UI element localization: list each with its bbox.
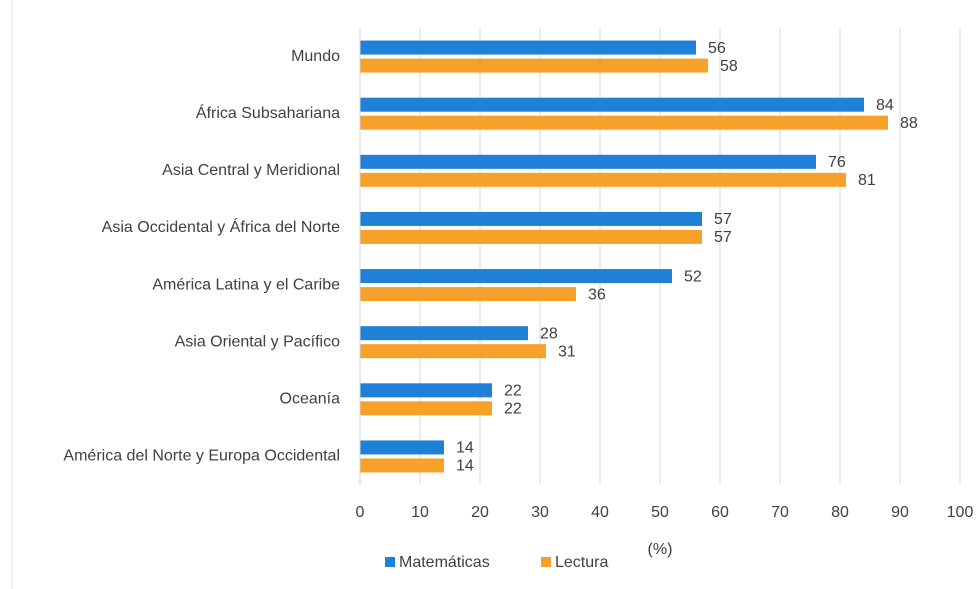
y-tick-label: Asia Occidental y África del Norte <box>102 217 340 236</box>
data-label: 31 <box>558 343 576 360</box>
x-tick-label: 30 <box>531 504 549 521</box>
data-label: 56 <box>708 40 726 57</box>
bar <box>360 287 576 302</box>
x-tick-label: 10 <box>411 504 429 521</box>
bar <box>360 344 546 359</box>
y-tick-label: África Subsahariana <box>196 103 340 122</box>
data-label: 22 <box>504 383 522 400</box>
data-label: 57 <box>714 211 732 228</box>
x-tick-label: 50 <box>651 504 669 521</box>
x-tick-label: 40 <box>591 504 609 521</box>
y-tick-label: Oceanía <box>280 391 341 408</box>
data-label: 76 <box>828 154 846 171</box>
data-label: 84 <box>876 97 894 114</box>
bar <box>360 40 696 55</box>
data-label: 36 <box>588 286 606 303</box>
data-label: 14 <box>456 458 474 475</box>
bar <box>360 229 702 244</box>
x-tick-label: 90 <box>891 504 909 521</box>
bar <box>360 58 708 73</box>
data-label: 22 <box>504 401 522 418</box>
x-tick-label: 0 <box>356 504 365 521</box>
x-tick-label: 60 <box>711 504 729 521</box>
y-tick-label: Mundo <box>291 48 340 65</box>
legend-swatch <box>385 557 395 567</box>
data-label: 52 <box>684 268 702 285</box>
bar <box>360 458 444 473</box>
bar <box>360 401 492 416</box>
data-label: 14 <box>456 440 474 457</box>
y-tick-label: Asia Central y Meridional <box>162 162 340 179</box>
bar <box>360 440 444 455</box>
data-label: 88 <box>900 115 918 132</box>
x-axis-label: (%) <box>648 541 673 558</box>
data-label: 57 <box>714 229 732 246</box>
bar <box>360 97 864 112</box>
bar <box>360 115 888 130</box>
bar <box>360 383 492 398</box>
bar <box>360 269 672 284</box>
legend-label: Lectura <box>555 554 608 571</box>
bar <box>360 211 702 226</box>
y-tick-label: América Latina y el Caribe <box>152 276 340 293</box>
x-tick-label: 100 <box>947 504 974 521</box>
data-label: 28 <box>540 325 558 342</box>
x-tick-label: 20 <box>471 504 489 521</box>
legend-label: Matemáticas <box>399 554 490 571</box>
x-tick-label: 80 <box>831 504 849 521</box>
bar <box>360 154 816 169</box>
y-tick-label: Asia Oriental y Pacífico <box>175 333 341 350</box>
y-tick-label: América del Norte y Europa Occidental <box>63 448 340 465</box>
x-tick-label: 70 <box>771 504 789 521</box>
data-label: 81 <box>858 172 876 189</box>
data-label: 58 <box>720 58 738 75</box>
legend-swatch <box>541 557 551 567</box>
bar <box>360 172 846 187</box>
bar <box>360 326 528 341</box>
